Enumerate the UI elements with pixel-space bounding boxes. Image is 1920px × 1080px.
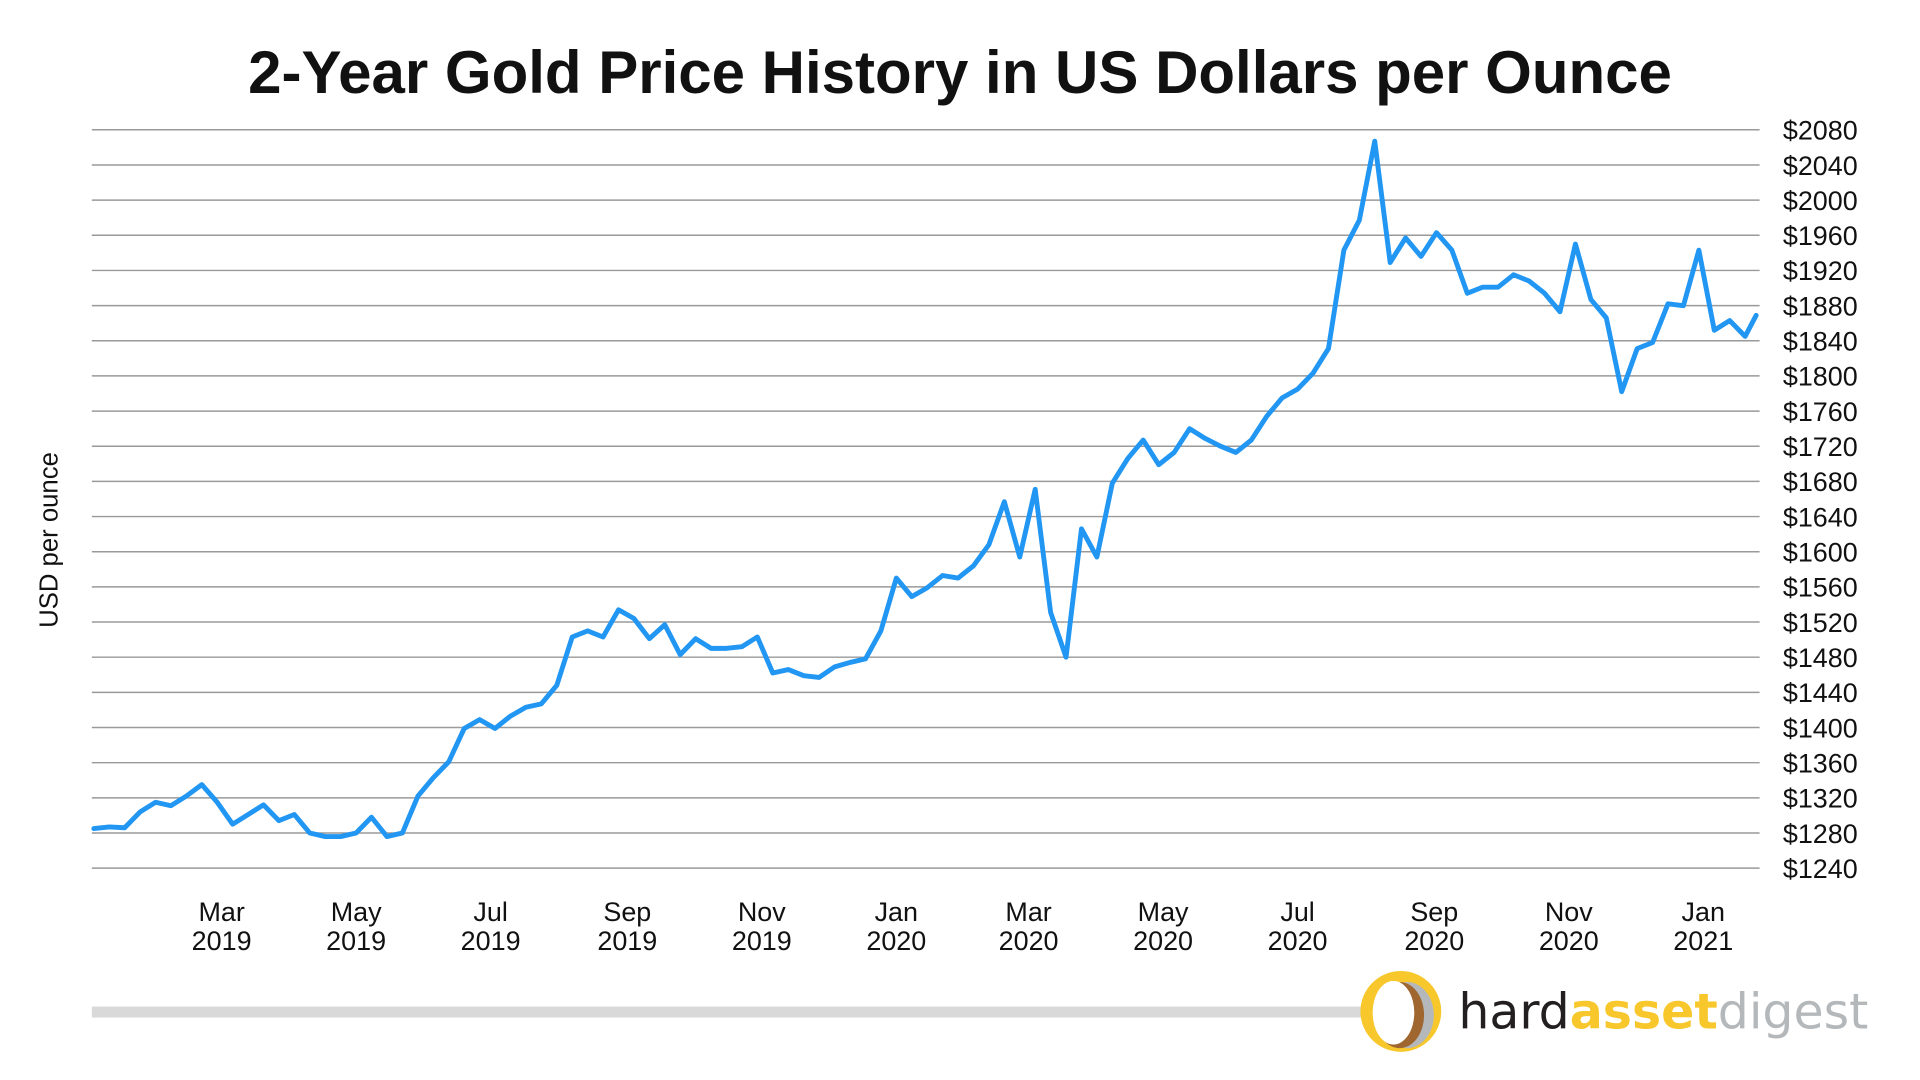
x-tick-label-month: Jan <box>1682 897 1725 927</box>
x-tick-label-month: Nov <box>738 897 786 927</box>
logo-inner <box>1372 980 1415 1045</box>
x-tick-label-month: May <box>331 897 382 927</box>
x-tick-label-month: Mar <box>198 897 244 927</box>
x-tick-label-month: Sep <box>603 897 651 927</box>
y-tick-label: $1240 <box>1783 854 1858 884</box>
x-tick-label-month: Mar <box>1005 897 1051 927</box>
y-tick-label: $1880 <box>1783 291 1858 321</box>
x-tick-label-year: 2019 <box>461 926 521 956</box>
y-tick-label: $1600 <box>1783 538 1858 568</box>
y-tick-label: $1560 <box>1783 573 1858 603</box>
x-tick-label-month: Nov <box>1545 897 1593 927</box>
y-axis-ticks: $1240 $1280 $1320 $1360 $1400 $1440 $1480 $1520… <box>1783 116 1858 884</box>
x-tick-label-year: 2020 <box>1404 926 1464 956</box>
y-tick-label: $1480 <box>1783 643 1858 673</box>
gridlines <box>91 129 1760 869</box>
logo-wordmark: hardassetdigest <box>1458 984 1868 1041</box>
x-axis-ticks: Mar2019May2019Jul2019Sep2019Nov2019Jan20… <box>192 897 1734 956</box>
y-tick-label: $1760 <box>1783 397 1858 427</box>
y-tick-label: $1360 <box>1783 748 1858 778</box>
logo-text-digest: digest <box>1718 984 1869 1041</box>
series-line-gold-price <box>91 138 1759 840</box>
logo-text-hard: hard <box>1458 984 1569 1041</box>
x-tick-label-year: 2020 <box>1268 926 1328 956</box>
hardassetdigest-logo: hardassetdigest <box>1360 971 1868 1052</box>
y-tick-label: $1960 <box>1783 221 1858 251</box>
x-tick-label-year: 2020 <box>866 926 926 956</box>
y-tick-label: $1720 <box>1783 432 1858 462</box>
y-tick-label: $2040 <box>1783 151 1858 181</box>
x-tick-label-year: 2019 <box>326 926 386 956</box>
x-tick-label-month: Sep <box>1410 897 1458 927</box>
x-tick-label-year: 2021 <box>1673 926 1733 956</box>
x-tick-label-month: Jan <box>875 897 918 927</box>
y-tick-label: $1920 <box>1783 256 1858 286</box>
x-tick-label-year: 2019 <box>597 926 657 956</box>
footer-bar <box>91 1006 1366 1018</box>
x-tick-label-month: Jul <box>1280 897 1314 927</box>
x-tick-label-year: 2020 <box>1133 926 1193 956</box>
y-axis-label: USD per ounce <box>36 452 64 628</box>
y-tick-label: $1440 <box>1783 678 1858 708</box>
y-tick-label: $1840 <box>1783 327 1858 357</box>
x-tick-label-year: 2019 <box>732 926 792 956</box>
x-tick-label-month: Jul <box>473 897 507 927</box>
chart-title: 2-Year Gold Price History in US Dollars … <box>248 39 1672 106</box>
y-tick-label: $1400 <box>1783 713 1858 743</box>
y-tick-label: $2080 <box>1783 116 1858 146</box>
y-tick-label: $1280 <box>1783 819 1858 849</box>
y-tick-label: $2000 <box>1783 186 1858 216</box>
y-tick-label: $1640 <box>1783 502 1858 532</box>
y-tick-label: $1680 <box>1783 467 1858 497</box>
data-points <box>93 141 1757 837</box>
y-tick-label: $1520 <box>1783 608 1858 638</box>
x-tick-label-year: 2019 <box>192 926 252 956</box>
x-tick-label-year: 2020 <box>1539 926 1599 956</box>
y-tick-label: $1320 <box>1783 784 1858 814</box>
x-tick-label-year: 2020 <box>999 926 1059 956</box>
x-tick-label-month: May <box>1138 897 1189 927</box>
y-tick-label: $1800 <box>1783 362 1858 392</box>
logo-text-asset: asset <box>1570 984 1718 1041</box>
